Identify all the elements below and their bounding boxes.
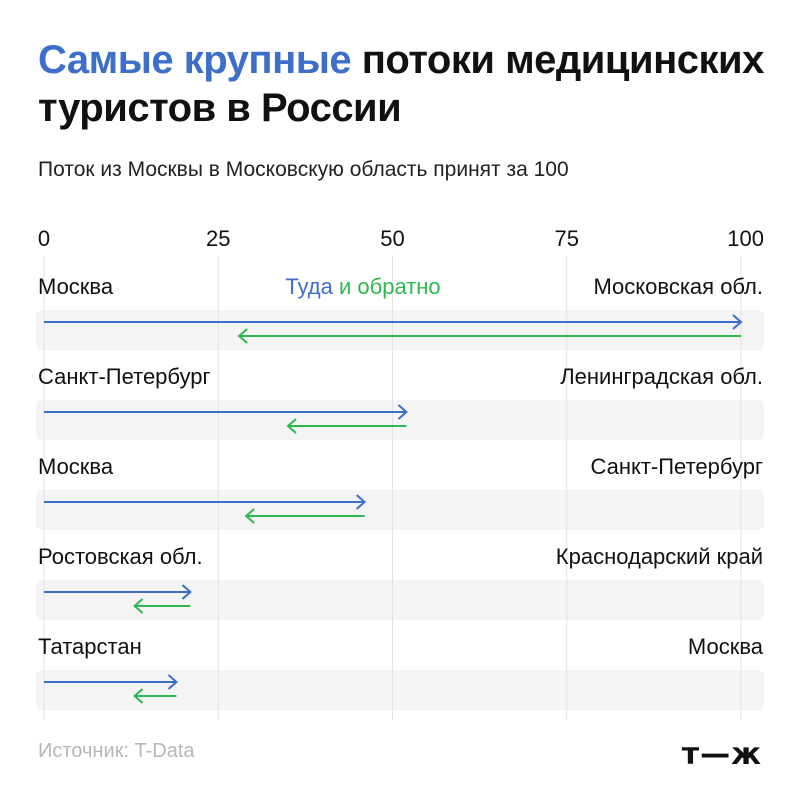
- row-destination-label: Москва: [688, 634, 764, 659]
- row-track: [36, 580, 764, 620]
- row-origin-label: Ростовская обл.: [38, 544, 203, 569]
- backward-arrowhead: [237, 328, 248, 344]
- row-track: [36, 490, 764, 530]
- row-destination-label: Санкт-Петербург: [590, 454, 763, 479]
- source-note: Источник: T-Data: [38, 740, 195, 762]
- x-tick-label: 0: [38, 226, 50, 251]
- x-tick-label: 100: [727, 226, 764, 251]
- row-origin-label: Москва: [38, 274, 114, 299]
- backward-arrowhead: [244, 508, 255, 524]
- backward-arrowhead: [133, 598, 144, 614]
- legend: Туда и обратно: [285, 274, 440, 299]
- backward-arrowhead: [133, 688, 144, 704]
- row-destination-label: Московская обл.: [593, 274, 763, 299]
- forward-arrowhead: [167, 674, 178, 690]
- row-origin-label: Москва: [38, 454, 114, 479]
- x-tick-label: 50: [380, 226, 404, 251]
- forward-arrowhead: [181, 584, 192, 600]
- row-destination-label: Краснодарский край: [556, 544, 763, 569]
- backward-arrowhead: [286, 418, 297, 434]
- legend-backward: и обратно: [339, 274, 441, 299]
- row-origin-label: Санкт-Петербург: [38, 364, 211, 389]
- chart-subtitle: Поток из Москвы в Московскую область при…: [38, 158, 569, 181]
- row-track: [36, 670, 764, 710]
- brand-logo: т—ж: [681, 737, 762, 772]
- row-track: [36, 310, 764, 350]
- forward-arrowhead: [732, 314, 743, 330]
- flow-chart: 0 25 50 75 100 Туда и обратно Москва Московская…: [36, 226, 764, 720]
- forward-arrowhead: [397, 404, 408, 420]
- title-rest: потоки медицинских туристов в России: [38, 38, 764, 130]
- row-origin-label: Татарстан: [38, 634, 142, 659]
- x-tick-label: 75: [555, 226, 579, 251]
- title-accent: Самые крупные: [38, 38, 352, 82]
- forward-arrowhead: [355, 494, 367, 510]
- row-destination-label: Ленинградская обл.: [560, 364, 763, 389]
- legend-forward: Туда: [285, 274, 339, 299]
- x-tick-label: 25: [206, 226, 230, 251]
- chart-title: Самые крупные потоки медицинских туристо…: [38, 36, 778, 132]
